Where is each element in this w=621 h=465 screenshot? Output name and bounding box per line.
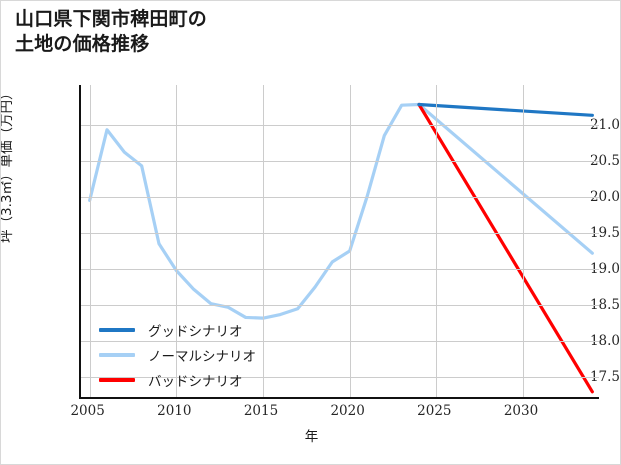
y-axis-tick-label: 20.5 <box>589 152 620 169</box>
y-axis-tick-label: 20.0 <box>589 188 620 205</box>
gridline-horizontal <box>81 196 599 198</box>
gridline-horizontal <box>81 341 599 343</box>
x-axis-label: 年 <box>304 429 319 445</box>
x-axis-tick-label: 2020 <box>330 403 365 419</box>
y-axis-tick-label: 19.0 <box>589 261 620 278</box>
legend-item[interactable]: ノーマルシナリオ <box>99 342 329 367</box>
gridline-vertical <box>263 85 264 397</box>
series-line <box>417 102 594 394</box>
gridline-vertical <box>89 85 91 397</box>
chart-legend: グッドシナリオ ノーマルシナリオ バッドシナリオ <box>99 317 329 392</box>
x-axis-tick-label: 2010 <box>157 403 192 419</box>
gridline-vertical <box>349 85 351 397</box>
legend-item-label: グッドシナリオ <box>148 323 243 340</box>
gridline-horizontal <box>81 124 599 126</box>
legend-color-swatch <box>99 377 135 382</box>
y-axis-tick-label: 21.0 <box>589 116 620 133</box>
legend-item[interactable]: グッドシナリオ <box>99 317 329 342</box>
legend-item-label: ノーマルシナリオ <box>148 348 256 365</box>
y-axis-tick-label: 18.0 <box>589 333 620 350</box>
chart-title: 山口県下関市稗田町の 土地の価格推移 <box>15 8 208 56</box>
legend-color-swatch <box>99 327 135 332</box>
series-line <box>417 102 594 117</box>
gridline-horizontal <box>81 232 599 234</box>
y-axis-tick-label: 18.5 <box>589 297 620 314</box>
legend-color-swatch <box>99 352 135 357</box>
gridline-horizontal <box>81 305 599 307</box>
x-axis-tick-label: 2005 <box>70 403 105 419</box>
x-axis-tick-label: 2025 <box>417 403 452 419</box>
gridline-vertical <box>436 85 438 397</box>
gridline-vertical <box>176 85 178 397</box>
plot-area <box>79 85 599 399</box>
y-axis-tick-label: 17.5 <box>589 369 620 386</box>
legend-item[interactable]: バッドシナリオ <box>99 367 329 392</box>
gridline-vertical <box>523 85 524 397</box>
x-axis-tick-label: 2015 <box>243 403 279 419</box>
gridline-horizontal <box>81 160 599 162</box>
x-axis-tick-label: 2030 <box>503 403 539 419</box>
y-axis-label: 坪（3.3㎡）単価（万円） <box>0 86 15 243</box>
gridline-horizontal <box>81 269 599 271</box>
series-line <box>88 102 594 320</box>
gridline-horizontal <box>81 377 599 379</box>
y-axis-tick-label: 19.5 <box>589 224 620 241</box>
legend-item-label: バッドシナリオ <box>148 373 243 390</box>
